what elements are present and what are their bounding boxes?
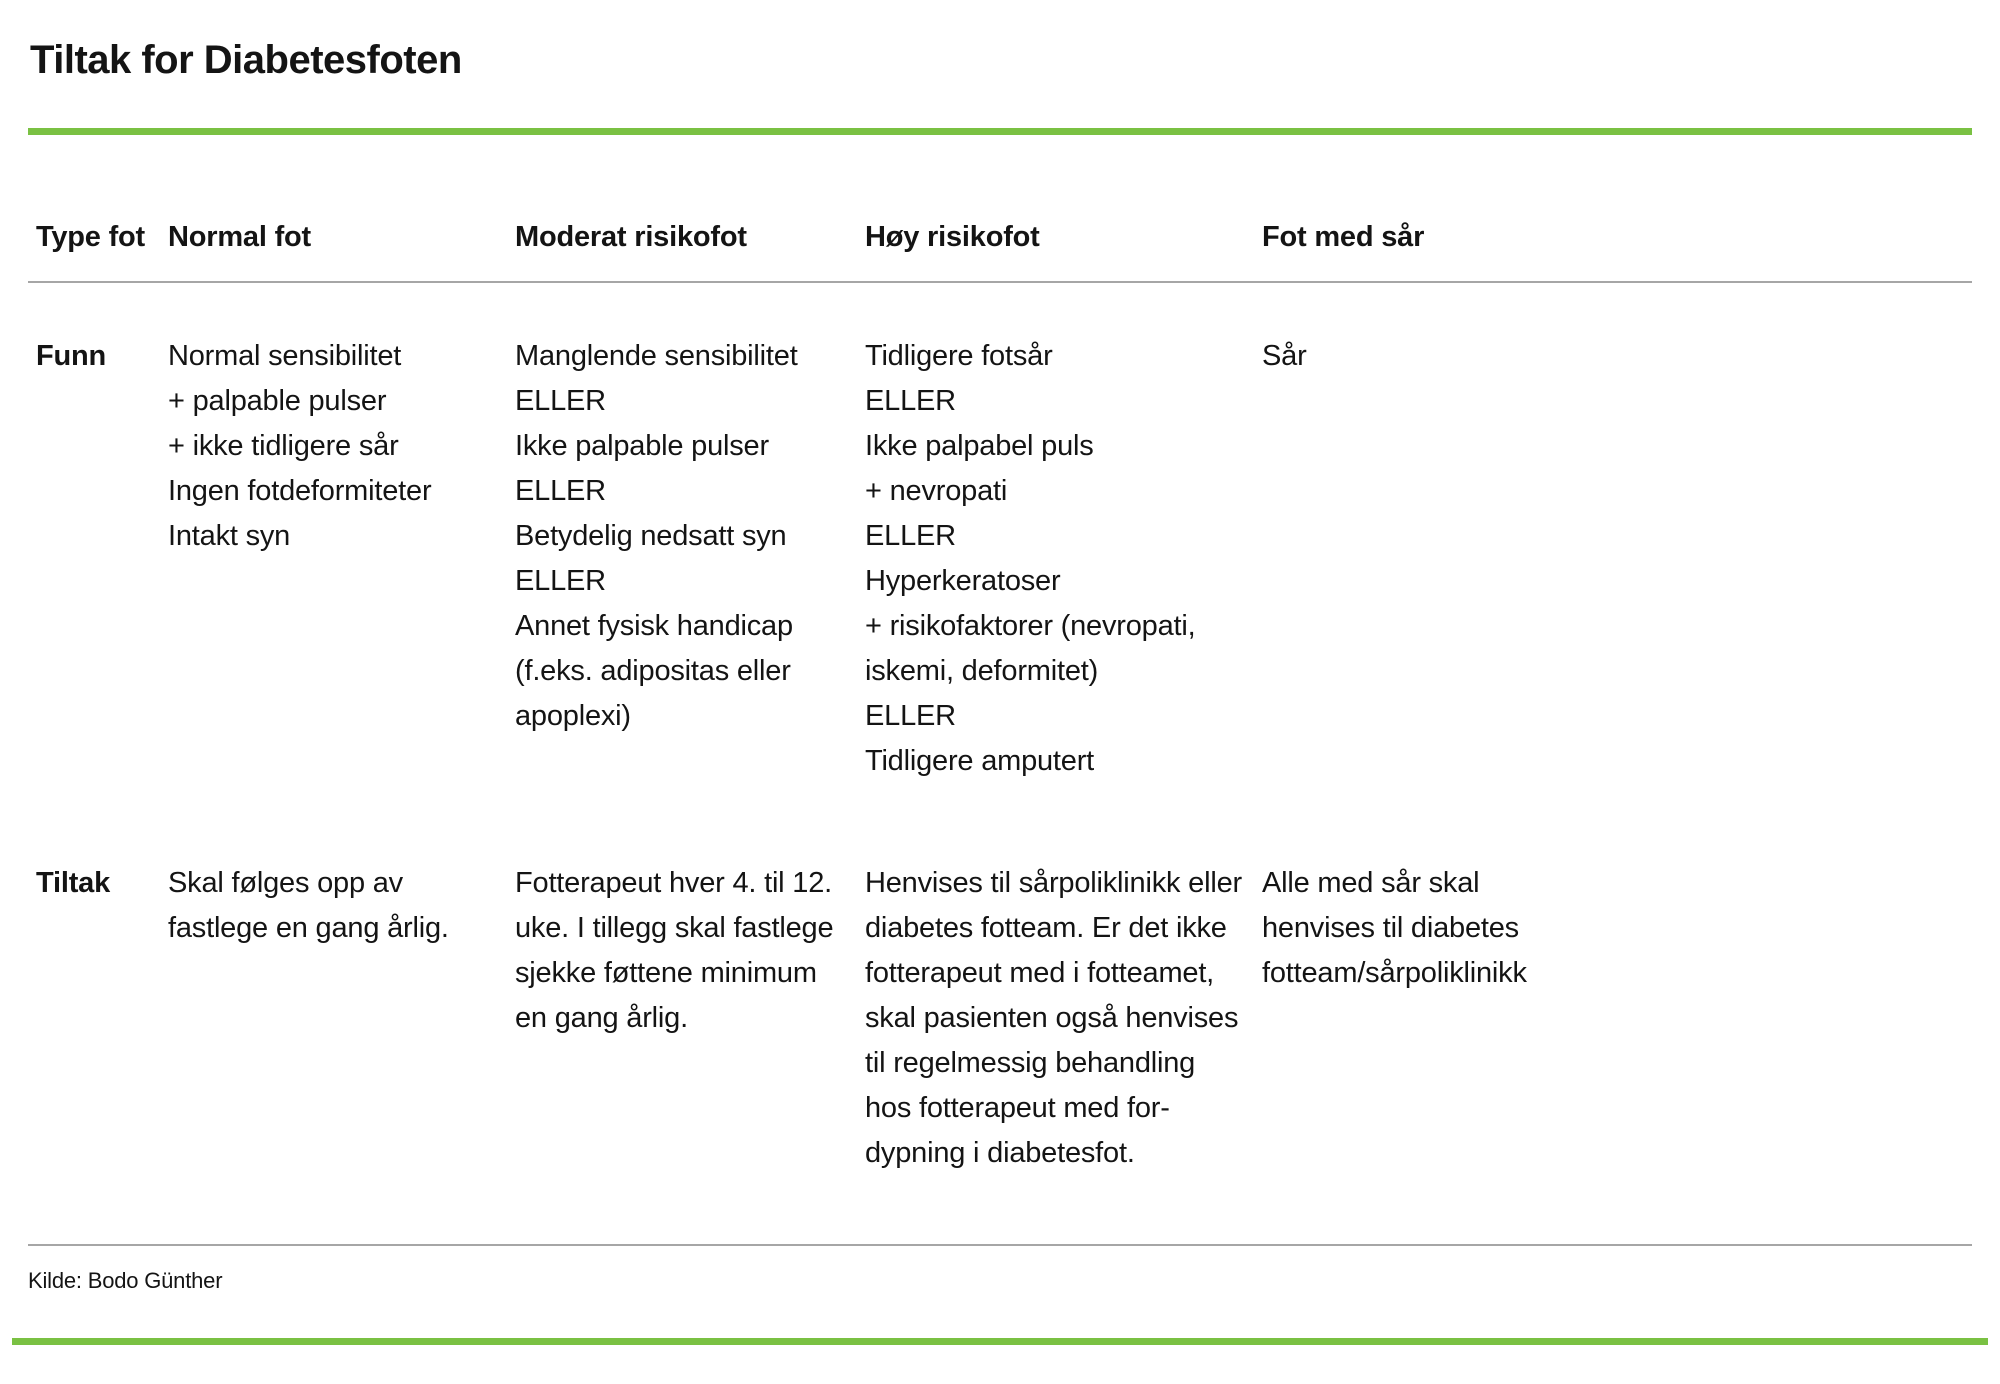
source-credit: Kilde: Bodo Günther xyxy=(28,1268,223,1293)
cell-tiltak-moderat-risikofot: Fotterapeut hver 4. til 12. uke. I tille… xyxy=(515,867,834,1034)
diabetes-foot-table: Type fot Normal fot Moderat risikofot Hø… xyxy=(28,219,1972,1296)
table-header-row: Type fot Normal fot Moderat risikofot Hø… xyxy=(28,219,1972,255)
header-divider xyxy=(28,281,1972,283)
row-label-tiltak: Tiltak xyxy=(36,867,111,899)
cell-funn-moderat-risikofot: Manglende sensibilitet ELLER Ikke palpab… xyxy=(515,340,798,732)
header-normal-fot: Normal fot xyxy=(168,221,312,253)
row-label-funn: Funn xyxy=(36,340,107,372)
cell-funn-fot-med-sar: Sår xyxy=(1262,340,1307,372)
page-title: Tiltak for Diabetesfoten xyxy=(30,38,462,82)
header-type-fot: Type fot xyxy=(36,221,146,253)
header-fot-med-sar: Fot med sår xyxy=(1262,221,1425,253)
table-row-tiltak: Tiltak Skal følges opp av fastlege en ga… xyxy=(28,861,1972,1176)
content-area: Tiltak for Diabetesfoten Type fot Normal… xyxy=(0,36,2000,1296)
title-divider xyxy=(28,128,1972,135)
footer-divider xyxy=(28,1244,1972,1246)
cell-funn-hoy-risikofot: Tidligere fotsår ELLER Ikke palpabel pul… xyxy=(865,340,1196,777)
cell-funn-normal-fot: Normal sensibilitet + palpable pulser + … xyxy=(168,340,432,552)
cell-tiltak-fot-med-sar: Alle med sår skal henvises til diabetes … xyxy=(1262,867,1527,989)
header-moderat-risikofot: Moderat risikofot xyxy=(515,221,747,253)
cell-tiltak-normal-fot: Skal følges opp av fastlege en gang årli… xyxy=(168,867,449,944)
bottom-divider xyxy=(12,1338,1988,1345)
table-row-funn: Funn Normal sensibilitet + palpable puls… xyxy=(28,283,1972,784)
header-hoy-risikofot: Høy risikofot xyxy=(865,221,1040,253)
cell-tiltak-hoy-risikofot: Henvises til sårpoliklinikk eller diabet… xyxy=(865,867,1242,1169)
